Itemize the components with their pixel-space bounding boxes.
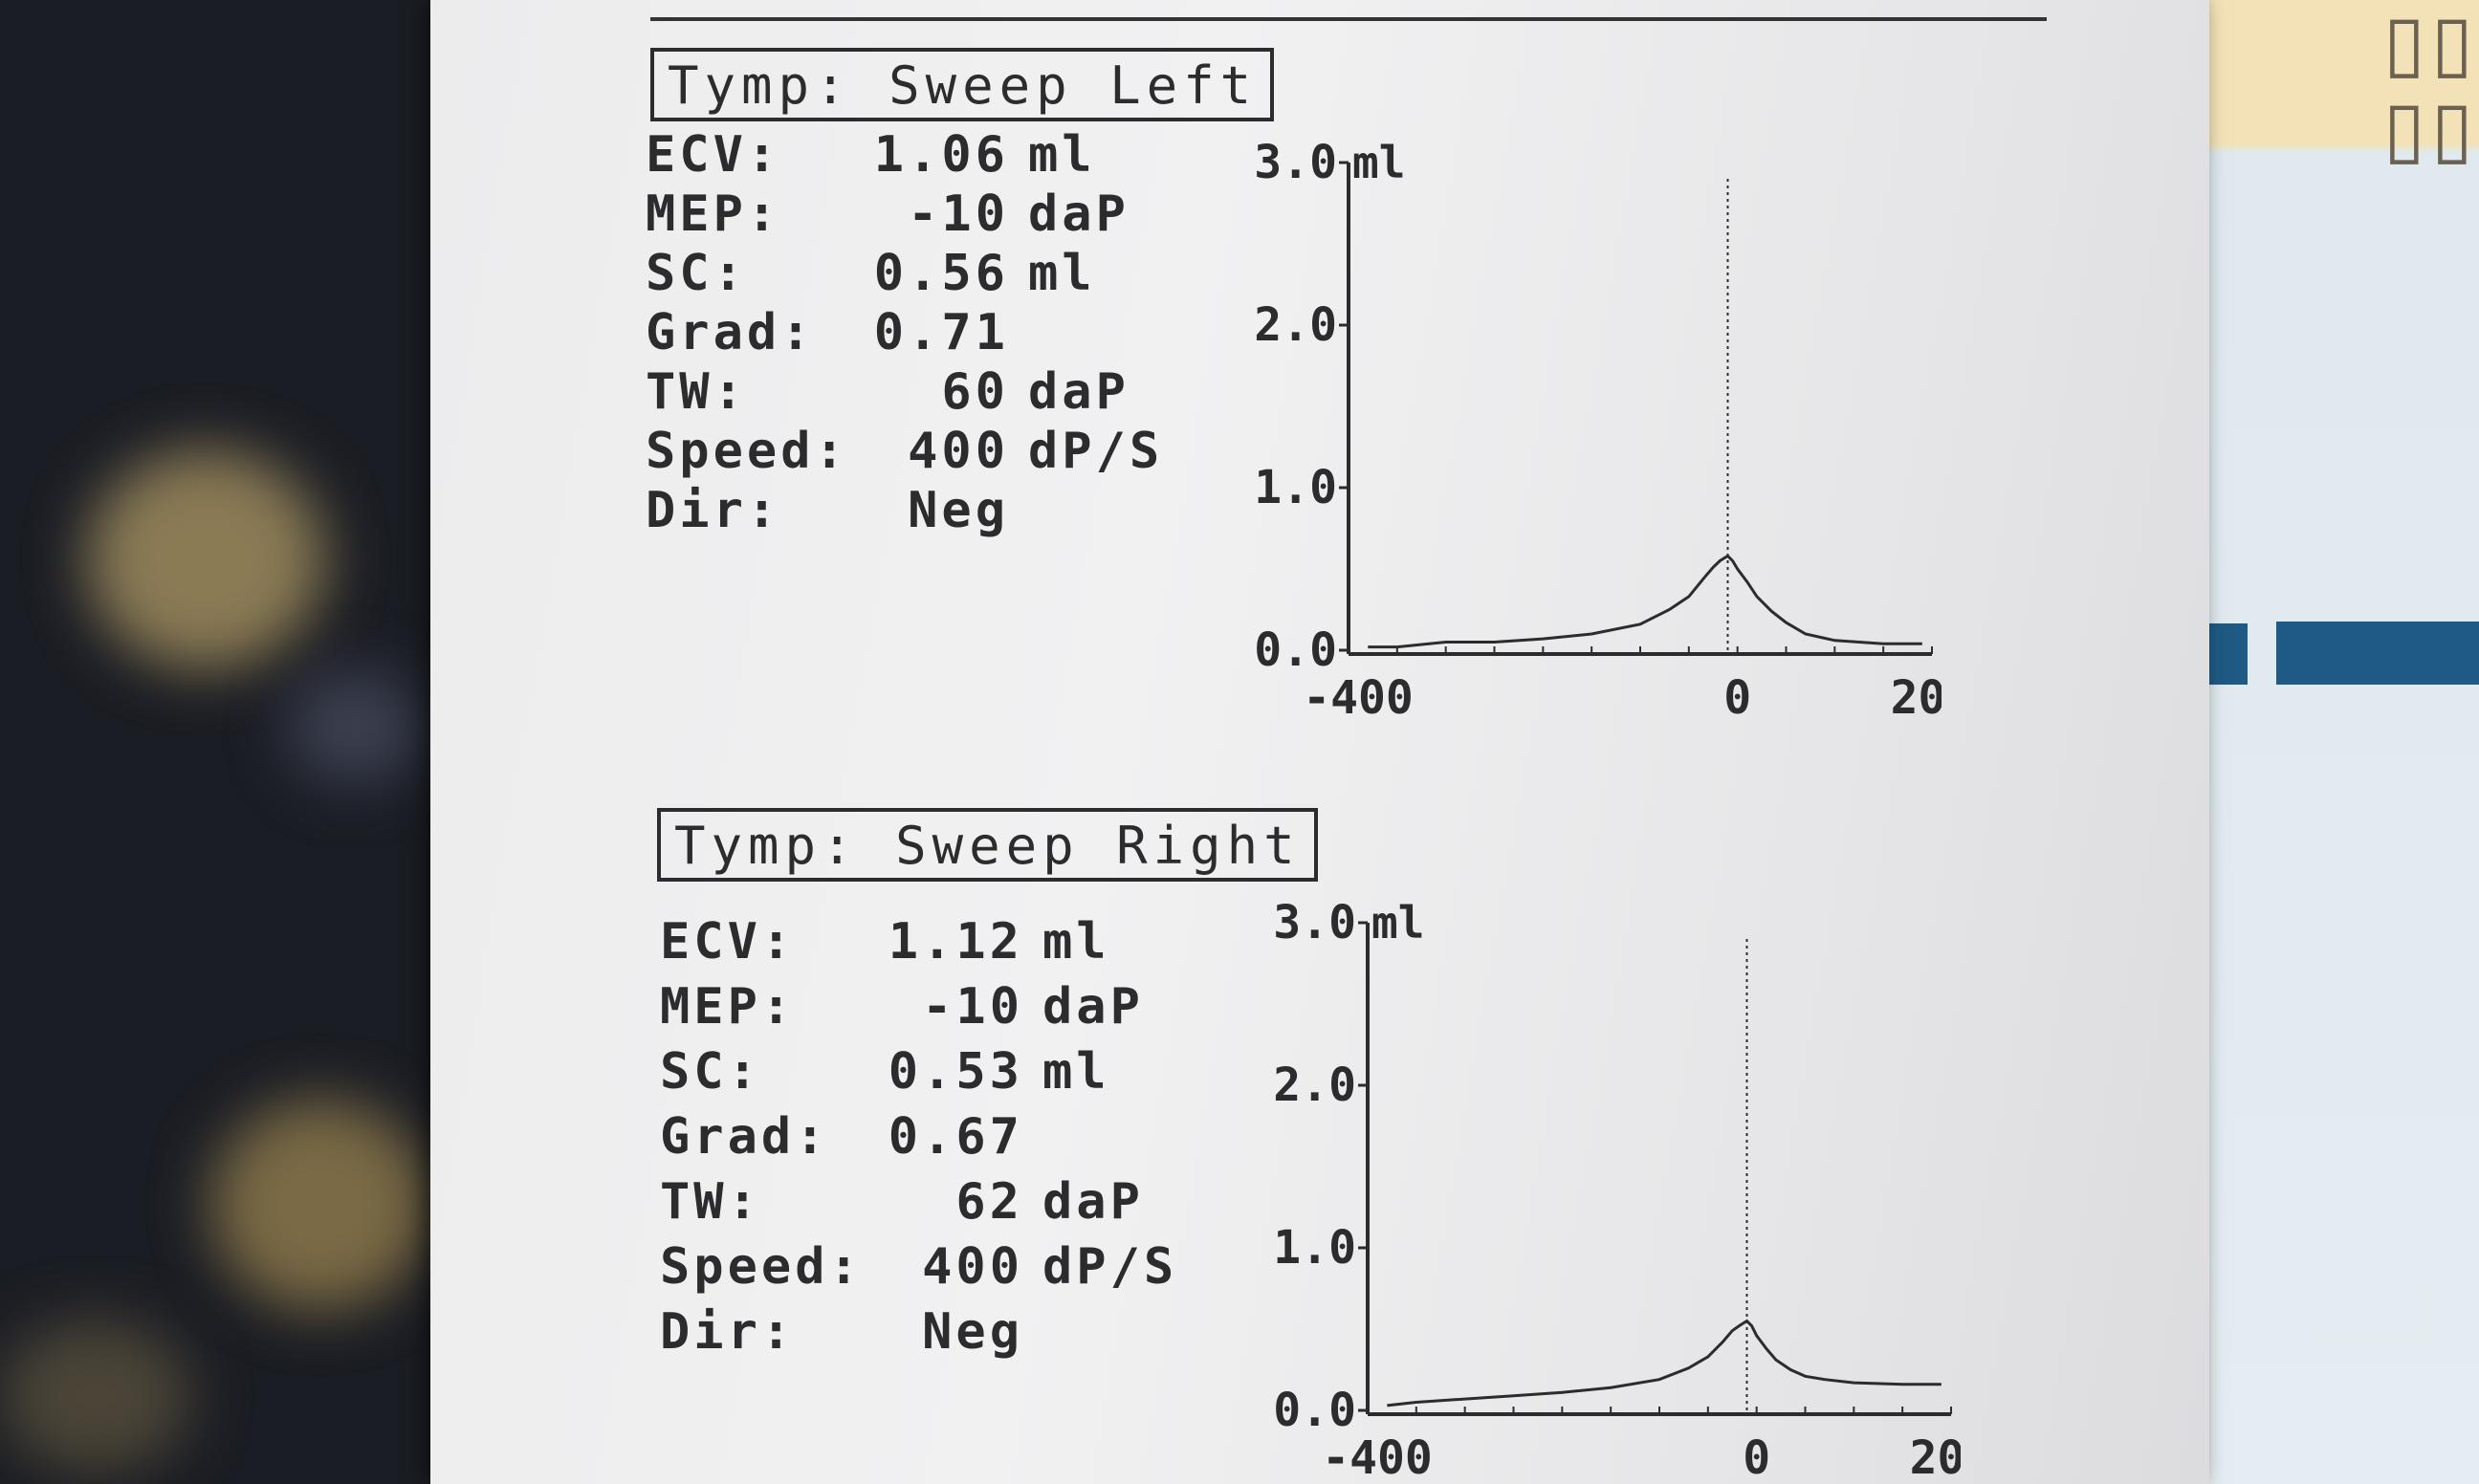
result-label: Dir: <box>646 482 781 539</box>
y-tick-label: 2.0 <box>1273 1058 1356 1112</box>
result-label: SC: <box>660 1043 761 1101</box>
right-tympanogram-chart: 3.0 2.0 1.0 0.0 ml -400 0 200 <box>1273 896 1961 1482</box>
background-blob <box>86 449 325 669</box>
result-value: 1.12 <box>888 913 1023 971</box>
result-label: TW: <box>660 1173 761 1231</box>
y-tick-label: 2.0 <box>1254 298 1337 352</box>
result-label: Speed: <box>660 1238 863 1296</box>
result-unit: dP/S <box>1042 1238 1178 1296</box>
result-unit: ml <box>1028 245 1096 302</box>
x-tick-label: 0 <box>1743 1431 1770 1482</box>
result-label: MEP: <box>660 978 796 1036</box>
background-text: ▯▯ ▯▯ <box>2382 0 2479 173</box>
result-unit: ml <box>1042 1043 1110 1101</box>
left-section-title: Tymp: Sweep Left <box>650 48 1275 121</box>
y-axis-unit: ml <box>1371 897 1424 949</box>
result-unit: ml <box>1028 126 1096 184</box>
result-label: ECV: <box>660 913 796 971</box>
left-tympanogram-chart: 3.0 2.0 1.0 0.0 ml -400 0 200 <box>1254 136 1942 725</box>
result-value: 60 <box>941 363 1009 421</box>
result-value: 0.71 <box>873 304 1009 361</box>
x-tick-label: -400 <box>1322 1431 1433 1482</box>
y-tick-label: 0.0 <box>1254 623 1337 677</box>
result-value: Neg <box>922 1303 1023 1361</box>
result-value: 0.56 <box>873 245 1009 302</box>
y-tick-label: 0.0 <box>1273 1384 1356 1437</box>
result-value: -10 <box>922 978 1023 1036</box>
result-value: -10 <box>908 186 1009 243</box>
result-unit: ml <box>1042 913 1110 971</box>
result-unit: daP <box>1028 186 1130 243</box>
result-value: 62 <box>955 1173 1023 1231</box>
result-value: Neg <box>908 482 1009 539</box>
x-tick-label: 200 <box>1891 671 1942 725</box>
result-value: 1.06 <box>873 126 1009 184</box>
result-value: 0.67 <box>888 1108 1023 1166</box>
y-tick-label: 3.0 <box>1273 896 1356 949</box>
result-label: Speed: <box>646 423 848 480</box>
x-tick-label: -400 <box>1303 671 1414 725</box>
result-label: TW: <box>646 363 747 421</box>
result-unit: daP <box>1028 363 1130 421</box>
y-tick-label: 1.0 <box>1254 461 1337 514</box>
right-section-title: Tymp: Sweep Right <box>657 808 1318 882</box>
result-unit: daP <box>1042 978 1144 1036</box>
result-value: 400 <box>922 1238 1023 1296</box>
result-label: Dir: <box>660 1303 796 1361</box>
background-blob <box>287 669 421 784</box>
tympanogram-curve <box>1387 1319 1942 1408</box>
y-tick-label: 1.0 <box>1273 1221 1356 1275</box>
background-blob <box>0 1320 191 1473</box>
result-value: 400 <box>908 423 1009 480</box>
x-tick-label: 0 <box>1723 671 1751 725</box>
tympanometry-printout: Tymp: Sweep Left ECV: 1.06 ml MEP: -10 daP SC:… <box>430 0 2209 1484</box>
blue-band <box>2276 622 2479 685</box>
result-label: Grad: <box>646 304 815 361</box>
y-tick-label: 3.0 <box>1254 136 1337 189</box>
separator-line <box>650 17 2047 21</box>
result-label: ECV: <box>646 126 781 184</box>
result-unit: dP/S <box>1028 423 1164 480</box>
result-value: 0.53 <box>888 1043 1023 1101</box>
result-label: SC: <box>646 245 747 302</box>
result-label: MEP: <box>646 186 781 243</box>
y-axis-unit: ml <box>1352 137 1405 188</box>
result-unit: daP <box>1042 1173 1144 1231</box>
tympanogram-curve <box>1368 554 1922 649</box>
x-tick-label: 200 <box>1910 1431 1961 1482</box>
result-label: Grad: <box>660 1108 829 1166</box>
background-blob <box>210 1100 430 1310</box>
